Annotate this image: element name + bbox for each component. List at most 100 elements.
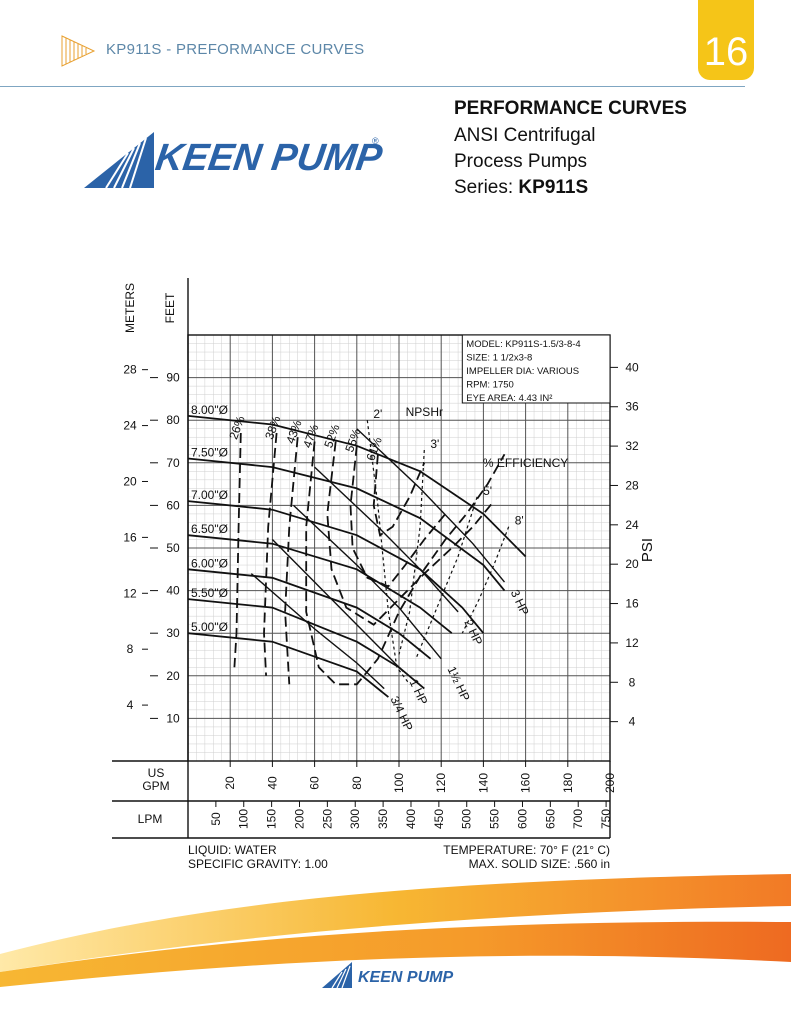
impeller-label: 6.50"Ø [191, 522, 228, 536]
impeller-curve [187, 598, 425, 690]
efficiency-curve [263, 432, 278, 676]
npshr-label: 3' [430, 437, 439, 451]
psi-axis-title: PSI [639, 538, 656, 562]
efficiency-title: % EFFICIENCY [483, 456, 568, 470]
psi-tick-label: 16 [625, 597, 639, 611]
psi-tick-label: 40 [625, 360, 639, 374]
gpm-tick-label: 60 [308, 776, 322, 790]
impeller-label: 6.00"Ø [191, 556, 228, 570]
feet-tick-label: 50 [166, 541, 180, 555]
gpm-tick-label: 160 [519, 773, 533, 793]
series-line: Series: KP911S [454, 175, 774, 201]
efficiency-curve [284, 437, 299, 685]
psi-tick-label: 20 [625, 557, 639, 571]
performance-chart: METERS FEET PSI 10 20 30 40 50 60 70 80 90 4 8 12 16 20 2… [112, 278, 656, 871]
psi-tick-label: 4 [629, 715, 636, 729]
footer-swoosh [0, 874, 791, 987]
model-info-line: RPM: 1750 [466, 380, 514, 391]
lpm-tick-label: 300 [348, 809, 362, 829]
lpm-tick-label: 450 [432, 809, 446, 829]
meters-tick-label: 28 [123, 363, 137, 377]
note-liquid: LIQUID: WATER [188, 843, 277, 857]
efficiency-curve [305, 441, 506, 686]
meters-tick-label: 20 [123, 474, 137, 488]
npshr-label: 2' [373, 407, 382, 421]
footer-wordmark: KEEN PUMP [358, 969, 453, 986]
efficiency-curve [233, 432, 242, 668]
lpm-tick-label: 650 [543, 809, 557, 829]
hp-curve [314, 466, 459, 613]
hp-label: 2 HP [461, 617, 485, 647]
hp-label: 1 HP [407, 677, 431, 707]
impeller-label: 5.50"Ø [191, 586, 228, 600]
impeller-curve [187, 500, 485, 634]
lpm-tick-label: 50 [209, 812, 223, 826]
gpm-tick-label: 20 [223, 776, 237, 790]
series-value: KP911S [518, 177, 589, 198]
meters-tick-label: 16 [123, 530, 137, 544]
efficiency-label: 55% [342, 426, 363, 454]
npshr-curve [366, 420, 411, 685]
lpm-tick-label: 200 [292, 809, 306, 829]
hp-label: 3 HP [508, 587, 532, 617]
feet-tick-label: 70 [166, 456, 180, 470]
lpm-tick-label: 100 [237, 809, 251, 829]
efficiency-curve [372, 454, 426, 537]
meters-tick-label: 4 [127, 698, 134, 712]
impeller-label: 7.00"Ø [191, 488, 228, 502]
note-solid: MAX. SOLID SIZE: .560 in [469, 857, 610, 871]
note-gravity: SPECIFIC GRAVITY: 1.00 [188, 857, 328, 871]
lpm-tick-label: 700 [571, 809, 585, 829]
hp-label: 3/4 HP [388, 694, 416, 733]
gpm-title-gpm: GPM [142, 779, 169, 793]
meters-axis-title: METERS [123, 283, 137, 333]
npshr-curve [415, 496, 478, 660]
lpm-tick-label: 750 [599, 809, 613, 829]
impeller-curve [187, 457, 506, 592]
hp-curve [250, 573, 385, 690]
psi-tick-label: 32 [625, 439, 639, 453]
feet-tick-label: 30 [166, 626, 180, 640]
breadcrumb: KP911S - PREFORMANCE CURVES [106, 41, 365, 58]
gpm-tick-label: 100 [392, 773, 406, 793]
meters-tick-label: 12 [123, 586, 137, 600]
lpm-title: LPM [138, 812, 163, 826]
feet-tick-label: 60 [166, 498, 180, 512]
hp-curve [271, 539, 404, 672]
footer-logo: KEEN PUMP [322, 962, 453, 989]
lpm-tick-label: 600 [515, 809, 529, 829]
model-info-line: SIZE: 1 1/2x3-8 [466, 353, 532, 364]
impeller-curve [187, 632, 389, 698]
feet-tick-label: 90 [166, 371, 180, 385]
gpm-title-us: US [148, 766, 165, 780]
hp-curve [293, 504, 442, 660]
impeller-label: 8.00"Ø [191, 403, 228, 417]
keen-pump-logo: KEEN PUMP ® [84, 132, 384, 189]
npshr-title: NPSHr [406, 405, 443, 419]
feet-tick-label: 40 [166, 584, 180, 598]
efficiency-label: 61% [363, 435, 384, 463]
feet-tick-label: 20 [166, 669, 180, 683]
registered-mark: ® [372, 136, 379, 146]
major-grid [187, 334, 611, 762]
npshr-label: 5' [483, 484, 492, 498]
note-temperature: TEMPERATURE: 70° F (21° C) [443, 843, 610, 857]
impeller-curve [187, 534, 453, 634]
heading: PERFORMANCE CURVES [454, 98, 687, 119]
lpm-tick-label: 350 [376, 809, 390, 829]
impeller-curve [187, 568, 432, 660]
impeller-label: 5.00"Ø [191, 620, 228, 634]
efficiency-curve [349, 445, 447, 588]
gpm-tick-label: 80 [350, 776, 364, 790]
subtitle-line-1: ANSI Centrifugal [454, 125, 596, 146]
gpm-tick-label: 40 [265, 776, 279, 790]
lpm-tick-label: 250 [320, 809, 334, 829]
hp-label: 1½ HP [444, 664, 472, 703]
npshr-label: 8' [515, 514, 524, 528]
lpm-tick-label: 150 [265, 809, 279, 829]
gpm-tick-label: 120 [434, 773, 448, 793]
impeller-label: 7.50"Ø [191, 446, 228, 460]
logo-wordmark: KEEN PUMP [153, 136, 384, 179]
psi-tick-label: 36 [625, 400, 639, 414]
title-block: PERFORMANCE CURVES ANSI Centrifugal Proc… [454, 98, 774, 201]
